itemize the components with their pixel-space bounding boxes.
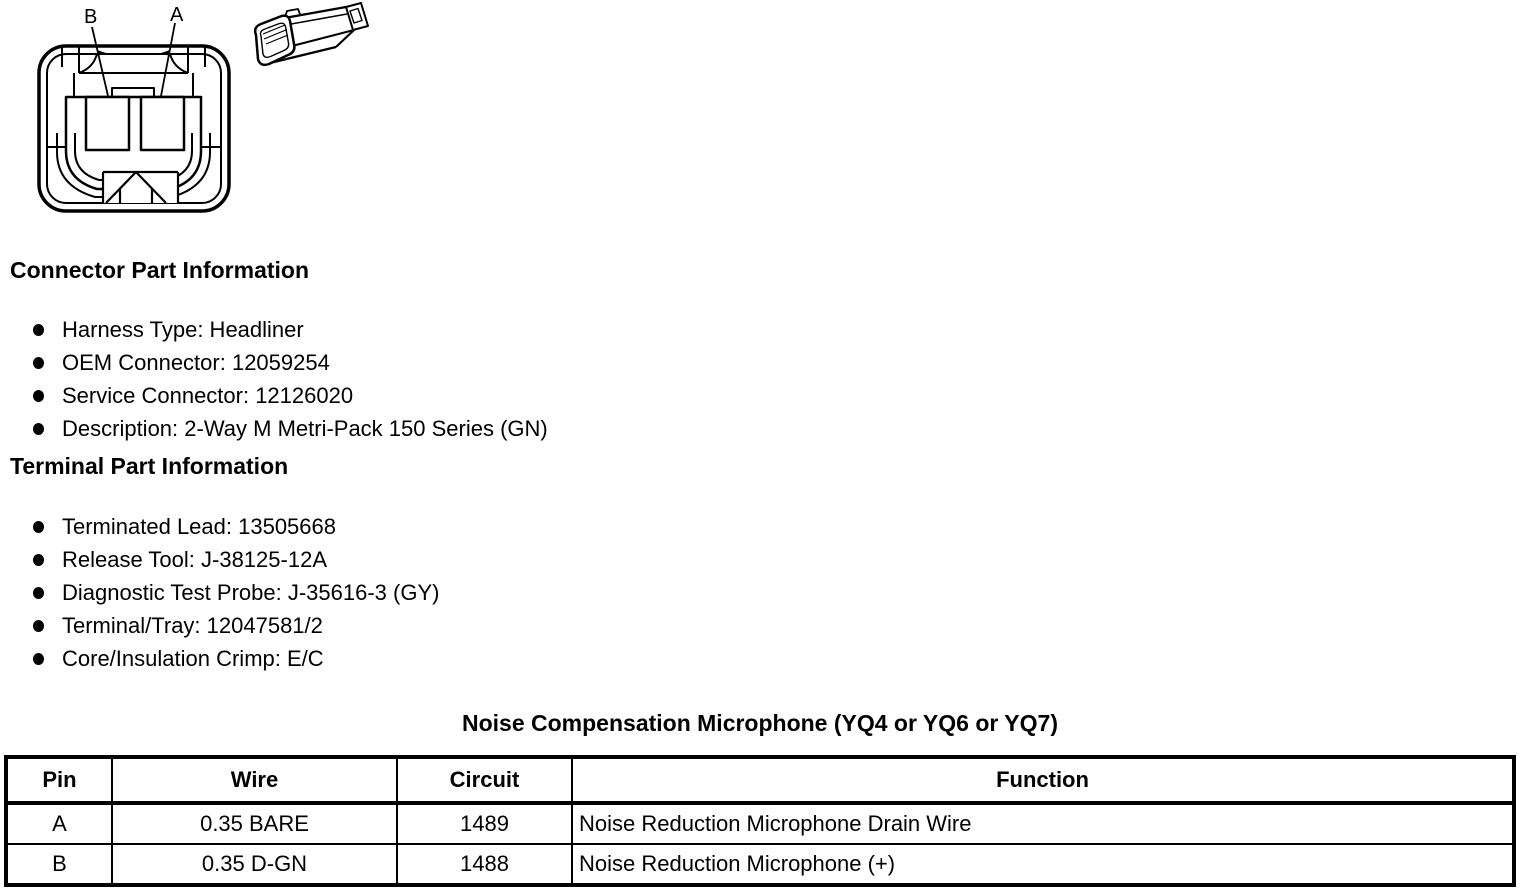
- pin-label-b: B: [84, 6, 98, 28]
- bullet-icon: [33, 422, 44, 435]
- bullet-icon: [33, 356, 44, 369]
- list-item: Core/Insulation Crimp: E/C: [0, 642, 439, 675]
- connector-drawing: [37, 2, 369, 213]
- list-item-text: Diagnostic Test Probe: J-35616-3 (GY): [62, 580, 440, 605]
- connector-face-view: [37, 22, 231, 213]
- list-item: Diagnostic Test Probe: J-35616-3 (GY): [0, 576, 439, 609]
- wire-cell: 0.35 BARE: [111, 802, 398, 845]
- bullet-icon: [33, 520, 44, 533]
- list-item-text: Terminated Lead: 13505668: [62, 514, 336, 539]
- table-row: A 0.35 BARE 1489 Noise Reduction Microph…: [5, 802, 1515, 845]
- list-item-text: Description: 2-Way M Metri-Pack 150 Seri…: [62, 416, 548, 441]
- list-item-text: Service Connector: 12126020: [62, 383, 354, 408]
- bullet-icon: [33, 586, 44, 599]
- table-row: B 0.35 D-GN 1488 Noise Reduction Microph…: [5, 843, 1515, 886]
- list-item: Terminated Lead: 13505668: [0, 510, 439, 543]
- terminal-part-information-heading: Terminal Part Information: [10, 453, 289, 479]
- list-item-text: Harness Type: Headliner: [62, 317, 304, 342]
- table-header-row: Pin Wire Circuit Function: [5, 756, 1515, 805]
- list-item: Terminal/Tray: 12047581/2: [0, 609, 439, 642]
- pinout-table: Pin Wire Circuit Function A 0.35 BARE 14…: [4, 755, 1516, 887]
- circuit-cell: 1489: [396, 802, 573, 845]
- connector-part-list: Harness Type: Headliner OEM Connector: 1…: [0, 313, 548, 445]
- bullet-icon: [33, 652, 44, 665]
- list-item-text: Terminal/Tray: 12047581/2: [62, 613, 323, 638]
- connector-diagram: B A: [0, 0, 400, 245]
- bullet-icon: [33, 553, 44, 566]
- list-item-text: Core/Insulation Crimp: E/C: [62, 646, 324, 671]
- pin-label-a: A: [170, 4, 184, 26]
- connector-isometric-view: [253, 2, 369, 67]
- list-item-text: OEM Connector: 12059254: [62, 350, 330, 375]
- list-item: Service Connector: 12126020: [0, 379, 548, 412]
- column-header-pin: Pin: [5, 756, 113, 805]
- bullet-icon: [33, 323, 44, 336]
- list-item: OEM Connector: 12059254: [0, 346, 548, 379]
- bullet-icon: [33, 619, 44, 632]
- circuit-cell: 1488: [396, 843, 573, 886]
- pin-cell: B: [5, 843, 113, 886]
- list-item: Harness Type: Headliner: [0, 313, 548, 346]
- function-cell: Noise Reduction Microphone (+): [571, 843, 1515, 886]
- list-item: Description: 2-Way M Metri-Pack 150 Seri…: [0, 412, 548, 445]
- column-header-circuit: Circuit: [396, 756, 573, 805]
- list-item-text: Release Tool: J-38125-12A: [62, 547, 327, 572]
- list-item: Release Tool: J-38125-12A: [0, 543, 439, 576]
- function-cell: Noise Reduction Microphone Drain Wire: [571, 802, 1515, 845]
- terminal-part-list: Terminated Lead: 13505668 Release Tool: …: [0, 510, 439, 675]
- connector-part-information-heading: Connector Part Information: [10, 257, 310, 283]
- column-header-wire: Wire: [111, 756, 398, 805]
- table-title: Noise Compensation Microphone (YQ4 or YQ…: [462, 710, 1058, 736]
- bullet-icon: [33, 389, 44, 402]
- wire-cell: 0.35 D-GN: [111, 843, 398, 886]
- pin-cell: A: [5, 802, 113, 845]
- column-header-function: Function: [571, 756, 1515, 805]
